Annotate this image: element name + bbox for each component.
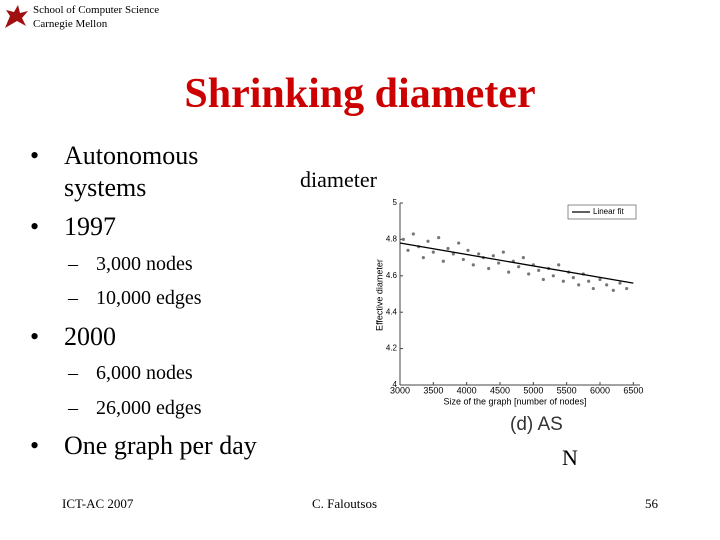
- x-tick-label: 4500: [490, 385, 510, 395]
- point: [577, 283, 581, 287]
- header-line: Carnegie Mellon: [33, 18, 108, 30]
- y-tick-label: 5: [393, 198, 398, 207]
- bullet: • 1997: [30, 212, 116, 241]
- point: [457, 241, 461, 245]
- point: [571, 276, 575, 280]
- point: [611, 288, 615, 292]
- slide-title: Shrinking diameter: [184, 71, 536, 117]
- legend-box: [567, 204, 637, 220]
- y-tick-label: 4.6: [386, 271, 398, 280]
- point: [618, 281, 622, 285]
- point: [557, 263, 561, 267]
- point: [441, 259, 445, 263]
- point: [501, 250, 505, 254]
- point: [446, 246, 450, 251]
- sub-bullet-text: 3,000 nodes: [96, 253, 193, 275]
- x-tick-label: 5000: [523, 385, 543, 395]
- point: [406, 248, 410, 252]
- bullet: • 2000: [30, 322, 116, 351]
- point: [431, 250, 435, 254]
- point: [605, 283, 609, 287]
- point: [537, 268, 541, 272]
- y-axis-label: Effective diameter: [374, 259, 384, 331]
- point: [491, 254, 495, 258]
- bullet-text: 1997: [64, 212, 116, 241]
- annotation: diameter: [300, 167, 378, 192]
- sub-bullet-text: 26,000 edges: [96, 397, 202, 419]
- point: [497, 261, 501, 265]
- header-line: School of Computer Science: [33, 4, 160, 16]
- header: School of Computer Science Carnegie Mell…: [33, 3, 159, 31]
- point: [411, 232, 415, 236]
- point: [437, 235, 441, 240]
- point: [401, 237, 405, 241]
- point: [466, 248, 470, 252]
- point: [598, 277, 602, 282]
- point: [426, 239, 430, 243]
- x-tick-label: 5500: [557, 385, 577, 395]
- bullet: • Autonomous systems: [30, 141, 199, 202]
- x-tick-label: 3500: [423, 385, 443, 395]
- fit-line: [399, 242, 634, 284]
- point: [521, 256, 525, 260]
- point: [527, 272, 531, 276]
- point: [561, 279, 565, 283]
- footer-right: 56: [645, 496, 658, 511]
- footer-left: ICT-AC 2007: [62, 496, 134, 511]
- point: [507, 270, 511, 274]
- bullet-text: Autonomous systems: [64, 141, 199, 202]
- sub-bullet: –3,000 nodes: [68, 253, 193, 275]
- point: [451, 252, 455, 256]
- point: [517, 265, 521, 269]
- legend-label: Linear fit: [593, 207, 624, 216]
- point: [487, 266, 491, 271]
- y-tick-label: 4: [393, 380, 398, 389]
- point: [461, 257, 465, 262]
- x-tick-label: 6500: [623, 385, 643, 395]
- point: [551, 274, 555, 278]
- bullet-text: 2000: [64, 322, 116, 351]
- point: [477, 252, 481, 256]
- footer-center: C. Faloutsos: [312, 496, 378, 511]
- sub-bullet-text: 10,000 edges: [96, 287, 202, 309]
- point: [591, 286, 595, 291]
- sub-bullet: –10,000 edges: [68, 287, 202, 309]
- point: [471, 263, 475, 267]
- sub-bullet: –6,000 nodes: [68, 362, 193, 384]
- point: [625, 286, 629, 291]
- x-tick-label: 4000: [457, 385, 477, 395]
- x-tick-label: 3000: [390, 385, 410, 395]
- sub-bullet-text: 6,000 nodes: [96, 362, 193, 384]
- y-tick-label: 4.4: [386, 307, 398, 316]
- sub-bullet: –26,000 edges: [68, 397, 202, 419]
- point: [421, 256, 425, 260]
- annotation: N: [562, 445, 578, 470]
- y-tick-label: 4.8: [386, 235, 398, 244]
- point: [587, 279, 591, 283]
- chart-caption: (d) AS: [510, 414, 563, 435]
- point: [541, 277, 545, 282]
- x-axis-label: Size of the graph [number of nodes]: [443, 396, 586, 406]
- bullet: • One graph per day: [30, 431, 257, 460]
- logo: [5, 5, 28, 28]
- y-tick-label: 4.2: [386, 344, 398, 353]
- bullet-text: One graph per day: [64, 431, 257, 460]
- x-tick-label: 6000: [590, 385, 610, 395]
